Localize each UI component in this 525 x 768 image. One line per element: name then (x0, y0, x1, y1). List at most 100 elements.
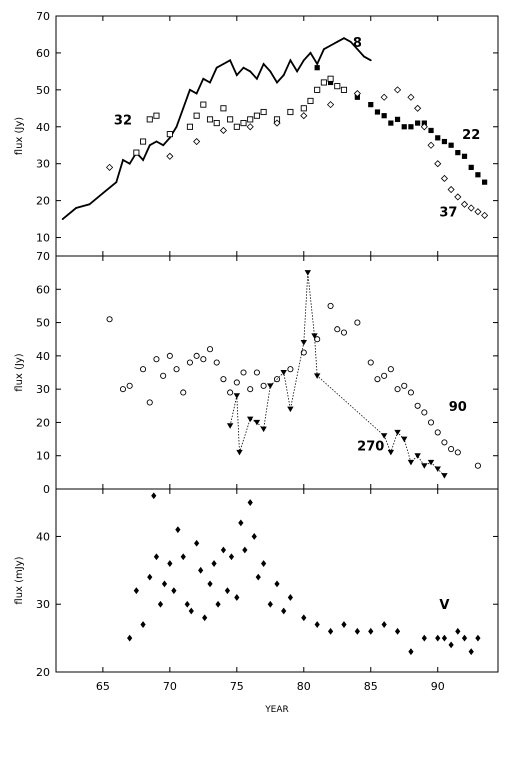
data-point (427, 141, 435, 149)
data-point (334, 326, 341, 333)
data-point (127, 634, 133, 642)
data-point (374, 109, 381, 115)
data-point (267, 383, 274, 389)
series-label-8: 8 (353, 36, 362, 51)
data-point (106, 316, 113, 323)
data-point (229, 59, 232, 62)
series-22 (314, 65, 488, 185)
data-point (195, 92, 198, 95)
data-point (468, 164, 474, 170)
data-point (314, 621, 320, 628)
data-point (448, 142, 454, 148)
data-point (180, 389, 187, 396)
data-point (289, 59, 292, 62)
data-point (447, 185, 455, 194)
data-point (168, 136, 171, 139)
data-point (415, 120, 421, 126)
data-point (171, 587, 177, 595)
data-point (441, 473, 448, 479)
y-tick-label: 60 (36, 283, 50, 296)
data-point (334, 83, 341, 90)
data-point (198, 566, 204, 574)
data-point (153, 553, 160, 561)
data-point (184, 600, 190, 608)
data-point (340, 86, 348, 93)
data-point (309, 52, 312, 54)
y-axis-title: flux (Jy) (14, 353, 25, 392)
series-connector-dotted (229, 272, 445, 476)
y-tick-label: 10 (36, 450, 50, 463)
data-point (206, 346, 214, 353)
data-point (435, 135, 441, 141)
data-point (246, 123, 254, 131)
data-point (314, 65, 320, 71)
series-label-22: 22 (462, 128, 480, 143)
x-tick-label: 90 (431, 680, 445, 693)
data-point (401, 124, 407, 130)
data-point (253, 419, 261, 426)
data-point (213, 359, 220, 366)
y-axis-title: flux (mJy) (14, 556, 25, 604)
data-point (387, 366, 394, 373)
data-point (140, 366, 147, 373)
data-point (313, 373, 321, 379)
data-point (88, 203, 91, 206)
data-point (220, 376, 227, 383)
data-point (247, 116, 254, 123)
data-point (475, 634, 481, 642)
data-point (434, 160, 442, 168)
data-point (427, 419, 435, 426)
data-point (394, 627, 401, 635)
data-point (421, 120, 427, 126)
y-tick-label: 40 (36, 121, 50, 134)
data-point (269, 70, 272, 73)
data-point (322, 48, 325, 51)
data-point (193, 137, 201, 146)
data-point (380, 93, 388, 101)
data-point (401, 382, 408, 389)
data-point (61, 218, 64, 220)
data-point (133, 149, 140, 156)
data-point (440, 174, 448, 183)
y-tick-label: 30 (36, 598, 50, 611)
data-point (368, 627, 374, 635)
data-point (282, 74, 285, 76)
y-tick-label: 70 (36, 250, 50, 263)
data-point (166, 131, 173, 138)
data-point (260, 426, 267, 433)
data-point (434, 466, 441, 473)
data-point (394, 429, 401, 436)
series-270 (226, 270, 448, 479)
data-point (327, 79, 334, 86)
data-point (475, 172, 481, 178)
data-point (455, 150, 461, 156)
data-point (401, 436, 408, 443)
data-point (301, 614, 307, 622)
data-point (240, 120, 247, 127)
plot-frame (55, 488, 499, 673)
data-point (327, 101, 335, 109)
data-point (407, 389, 414, 396)
y-tick-label: 50 (36, 317, 50, 330)
data-point (287, 594, 293, 601)
data-point (287, 406, 294, 413)
y-tick-label: 30 (36, 158, 50, 171)
x-tick-label: 65 (96, 680, 110, 693)
data-point (381, 113, 387, 119)
data-point (349, 40, 352, 43)
data-point (461, 634, 468, 642)
data-point (329, 44, 332, 47)
data-point (255, 573, 261, 581)
data-point (253, 369, 260, 376)
data-point (209, 81, 211, 84)
data-point (126, 382, 133, 389)
data-point (387, 449, 395, 456)
data-point (300, 105, 307, 112)
data-point (166, 152, 174, 160)
data-point (260, 108, 267, 116)
y-tick-label: 10 (36, 232, 50, 245)
data-point (343, 37, 345, 40)
data-point (251, 533, 257, 540)
data-point (421, 634, 427, 642)
